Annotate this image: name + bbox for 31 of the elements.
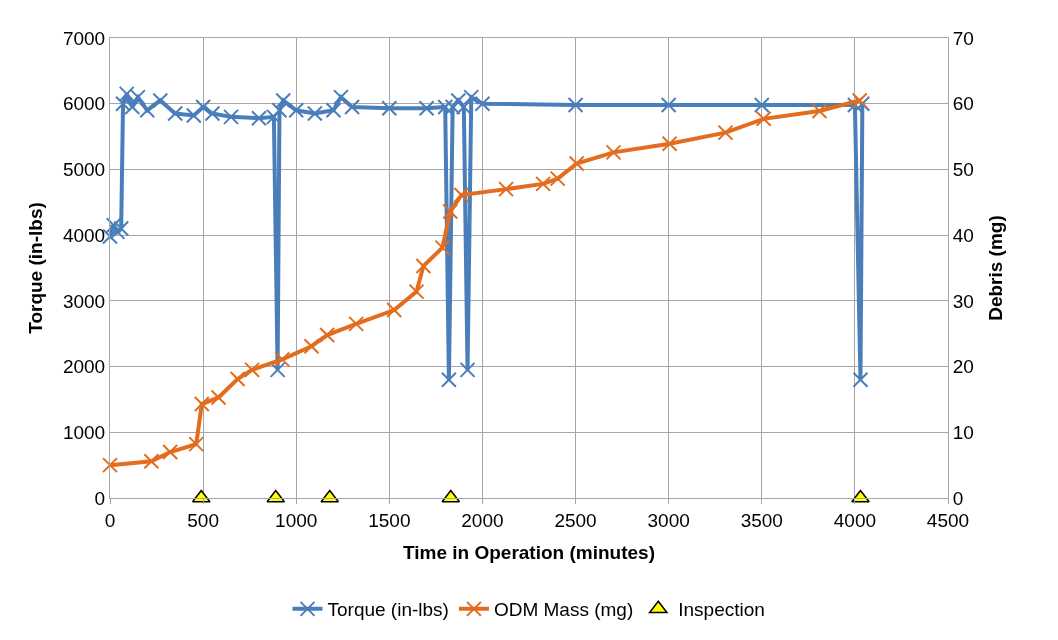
x-tick-label: 500 (187, 509, 219, 531)
y2-tick-label: 10 (952, 421, 974, 443)
y-tick-label: 0 (94, 487, 106, 509)
x-tick-label: 1500 (368, 509, 411, 531)
y2-tick-label: 20 (952, 356, 974, 378)
x-tick-label: 3500 (740, 509, 783, 531)
x-tick-label: 1000 (275, 509, 318, 531)
y-tick-label: 2000 (62, 356, 106, 378)
y-tick-label: 1000 (62, 421, 106, 443)
y2-axis-title: Debris (mg) (984, 215, 1006, 321)
y-tick-label: 6000 (62, 93, 106, 115)
y-tick-label: 3000 (62, 290, 106, 312)
x-tick-label: 2000 (461, 509, 504, 531)
y2-tick-label: 50 (952, 159, 974, 181)
x-tick-label: 2500 (554, 509, 597, 531)
x-tick-label: 4500 (926, 509, 970, 531)
legend-label: Inspection (678, 599, 765, 621)
x-axis-title: Time in Operation (minutes) (403, 541, 655, 563)
y-tick-label: 4000 (62, 224, 106, 246)
y2-tick-label: 30 (952, 290, 974, 312)
y2-tick-label: 60 (952, 93, 974, 115)
y-tick-label: 5000 (62, 159, 106, 181)
x-tick-label: 4000 (833, 509, 877, 531)
y2-tick-label: 70 (952, 27, 974, 49)
legend-label: ODM Mass (mg) (493, 599, 634, 621)
x-tick-label: 3000 (647, 509, 690, 531)
y-axis-title: Torque (in-lbs) (24, 202, 46, 334)
y2-tick-label: 40 (952, 224, 974, 246)
y2-tick-label: 0 (952, 487, 964, 509)
y-tick-label: 7000 (62, 27, 106, 49)
legend-label: Torque (in-lbs) (327, 599, 449, 621)
